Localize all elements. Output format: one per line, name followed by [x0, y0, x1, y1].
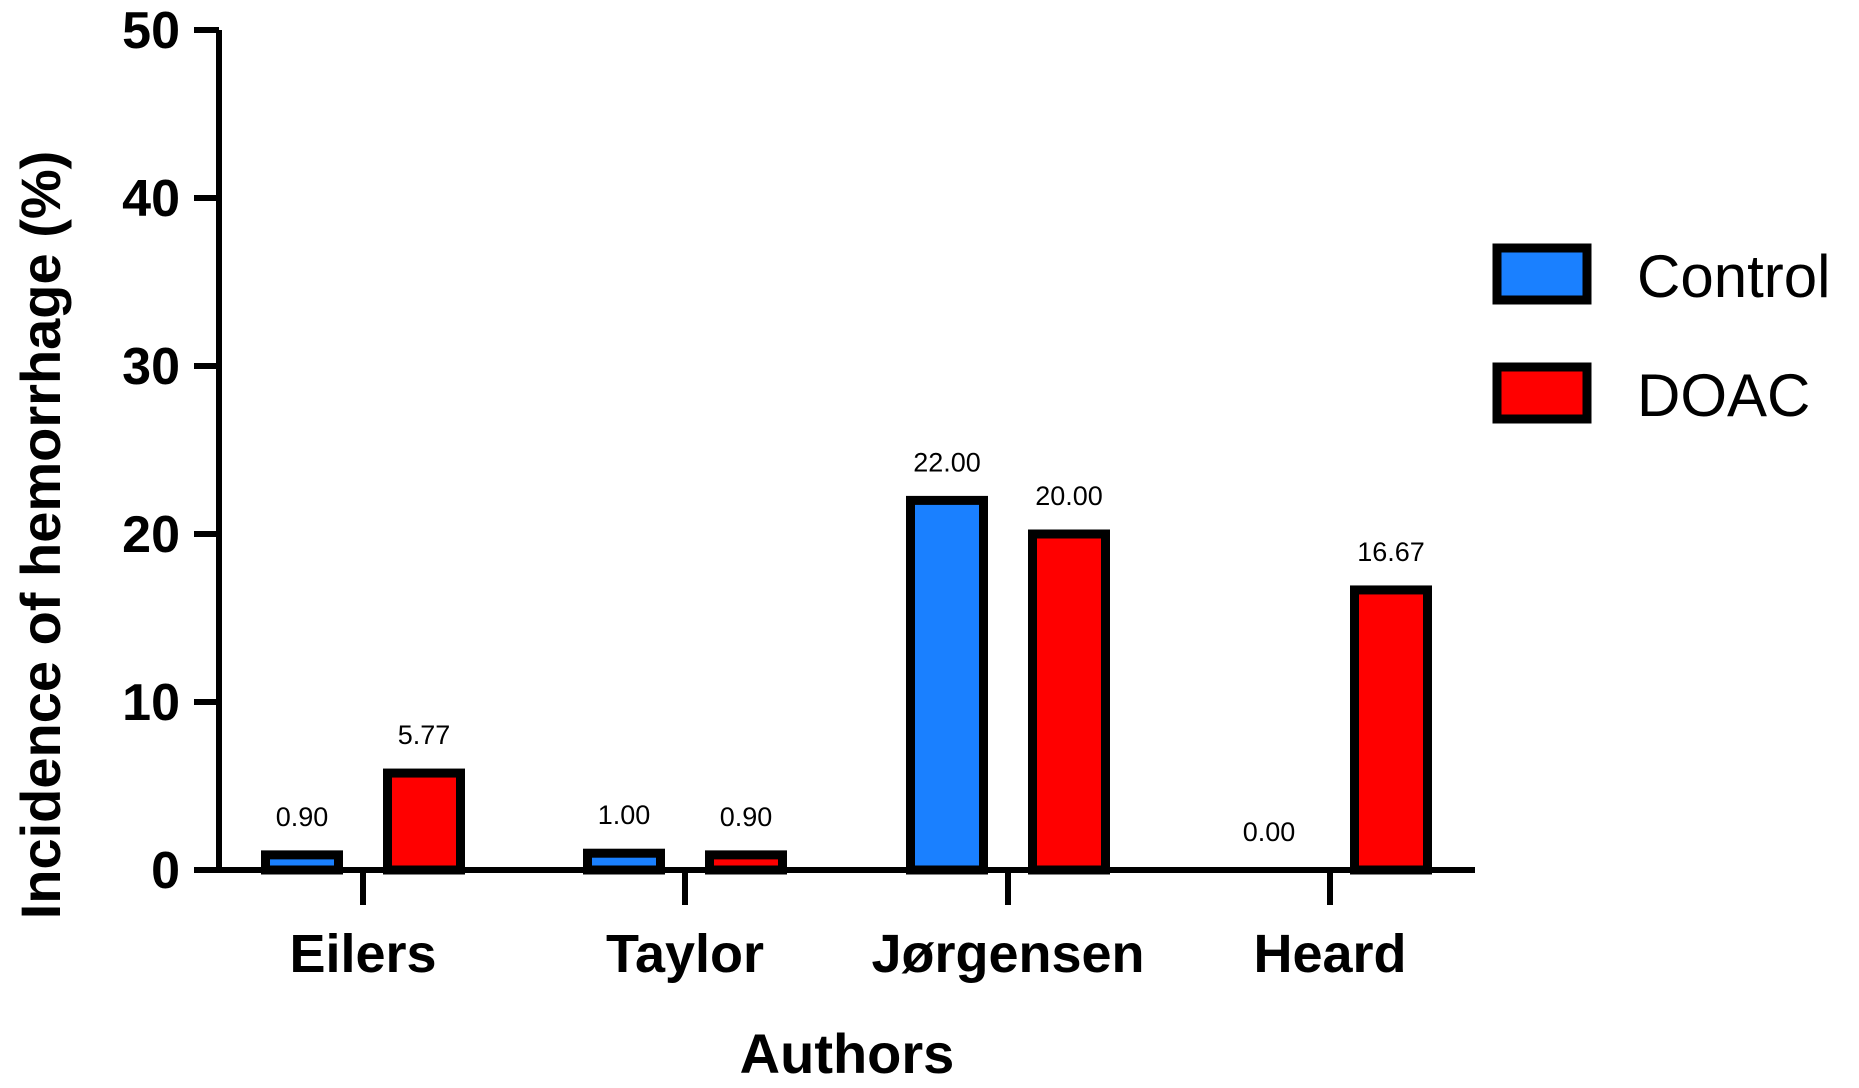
data-label: 5.77	[398, 720, 451, 750]
legend: Control DOAC	[1492, 243, 1830, 429]
x-ticks: Eilers Taylor Jørgensen Heard	[289, 870, 1407, 984]
y-tick-label: 20	[122, 506, 180, 564]
bar-doac-0	[383, 768, 465, 875]
data-label: 22.00	[913, 447, 981, 477]
x-axis-title: Authors	[740, 1022, 955, 1085]
y-tick-label: 0	[151, 842, 180, 900]
data-label: 20.00	[1035, 481, 1103, 511]
x-tick-label: Eilers	[289, 924, 436, 984]
data-label: 16.67	[1357, 537, 1425, 567]
data-label: 0.00	[1243, 817, 1296, 847]
y-tick-label: 50	[122, 2, 180, 60]
data-label: 0.90	[720, 802, 773, 832]
axes-layer	[216, 30, 1475, 873]
y-tick-label: 10	[122, 674, 180, 732]
legend-label-control: Control	[1637, 243, 1830, 310]
x-tick-label: Heard	[1253, 924, 1406, 984]
bar-doac-3	[1350, 585, 1432, 875]
bar-doac-2	[1028, 529, 1110, 875]
y-tick-label: 30	[122, 338, 180, 396]
y-ticks: 0 10 20 30 40 50	[122, 2, 219, 900]
legend-swatch-control	[1492, 243, 1592, 305]
data-labels: 0.90 5.77 1.00 0.90 22.00 20.00 0.00 16.67	[276, 447, 1425, 847]
data-label: 0.90	[276, 802, 329, 832]
bar-control-2	[906, 495, 988, 875]
bars-layer	[261, 495, 1432, 875]
y-axis-title: Incidence of hemorrhage (%)	[9, 151, 72, 920]
legend-swatch-doac	[1492, 362, 1592, 424]
x-tick-label: Taylor	[606, 924, 764, 984]
x-tick-label: Jørgensen	[871, 924, 1144, 984]
data-label: 1.00	[598, 800, 651, 830]
y-tick-label: 40	[122, 170, 180, 228]
legend-label-doac: DOAC	[1637, 362, 1810, 429]
